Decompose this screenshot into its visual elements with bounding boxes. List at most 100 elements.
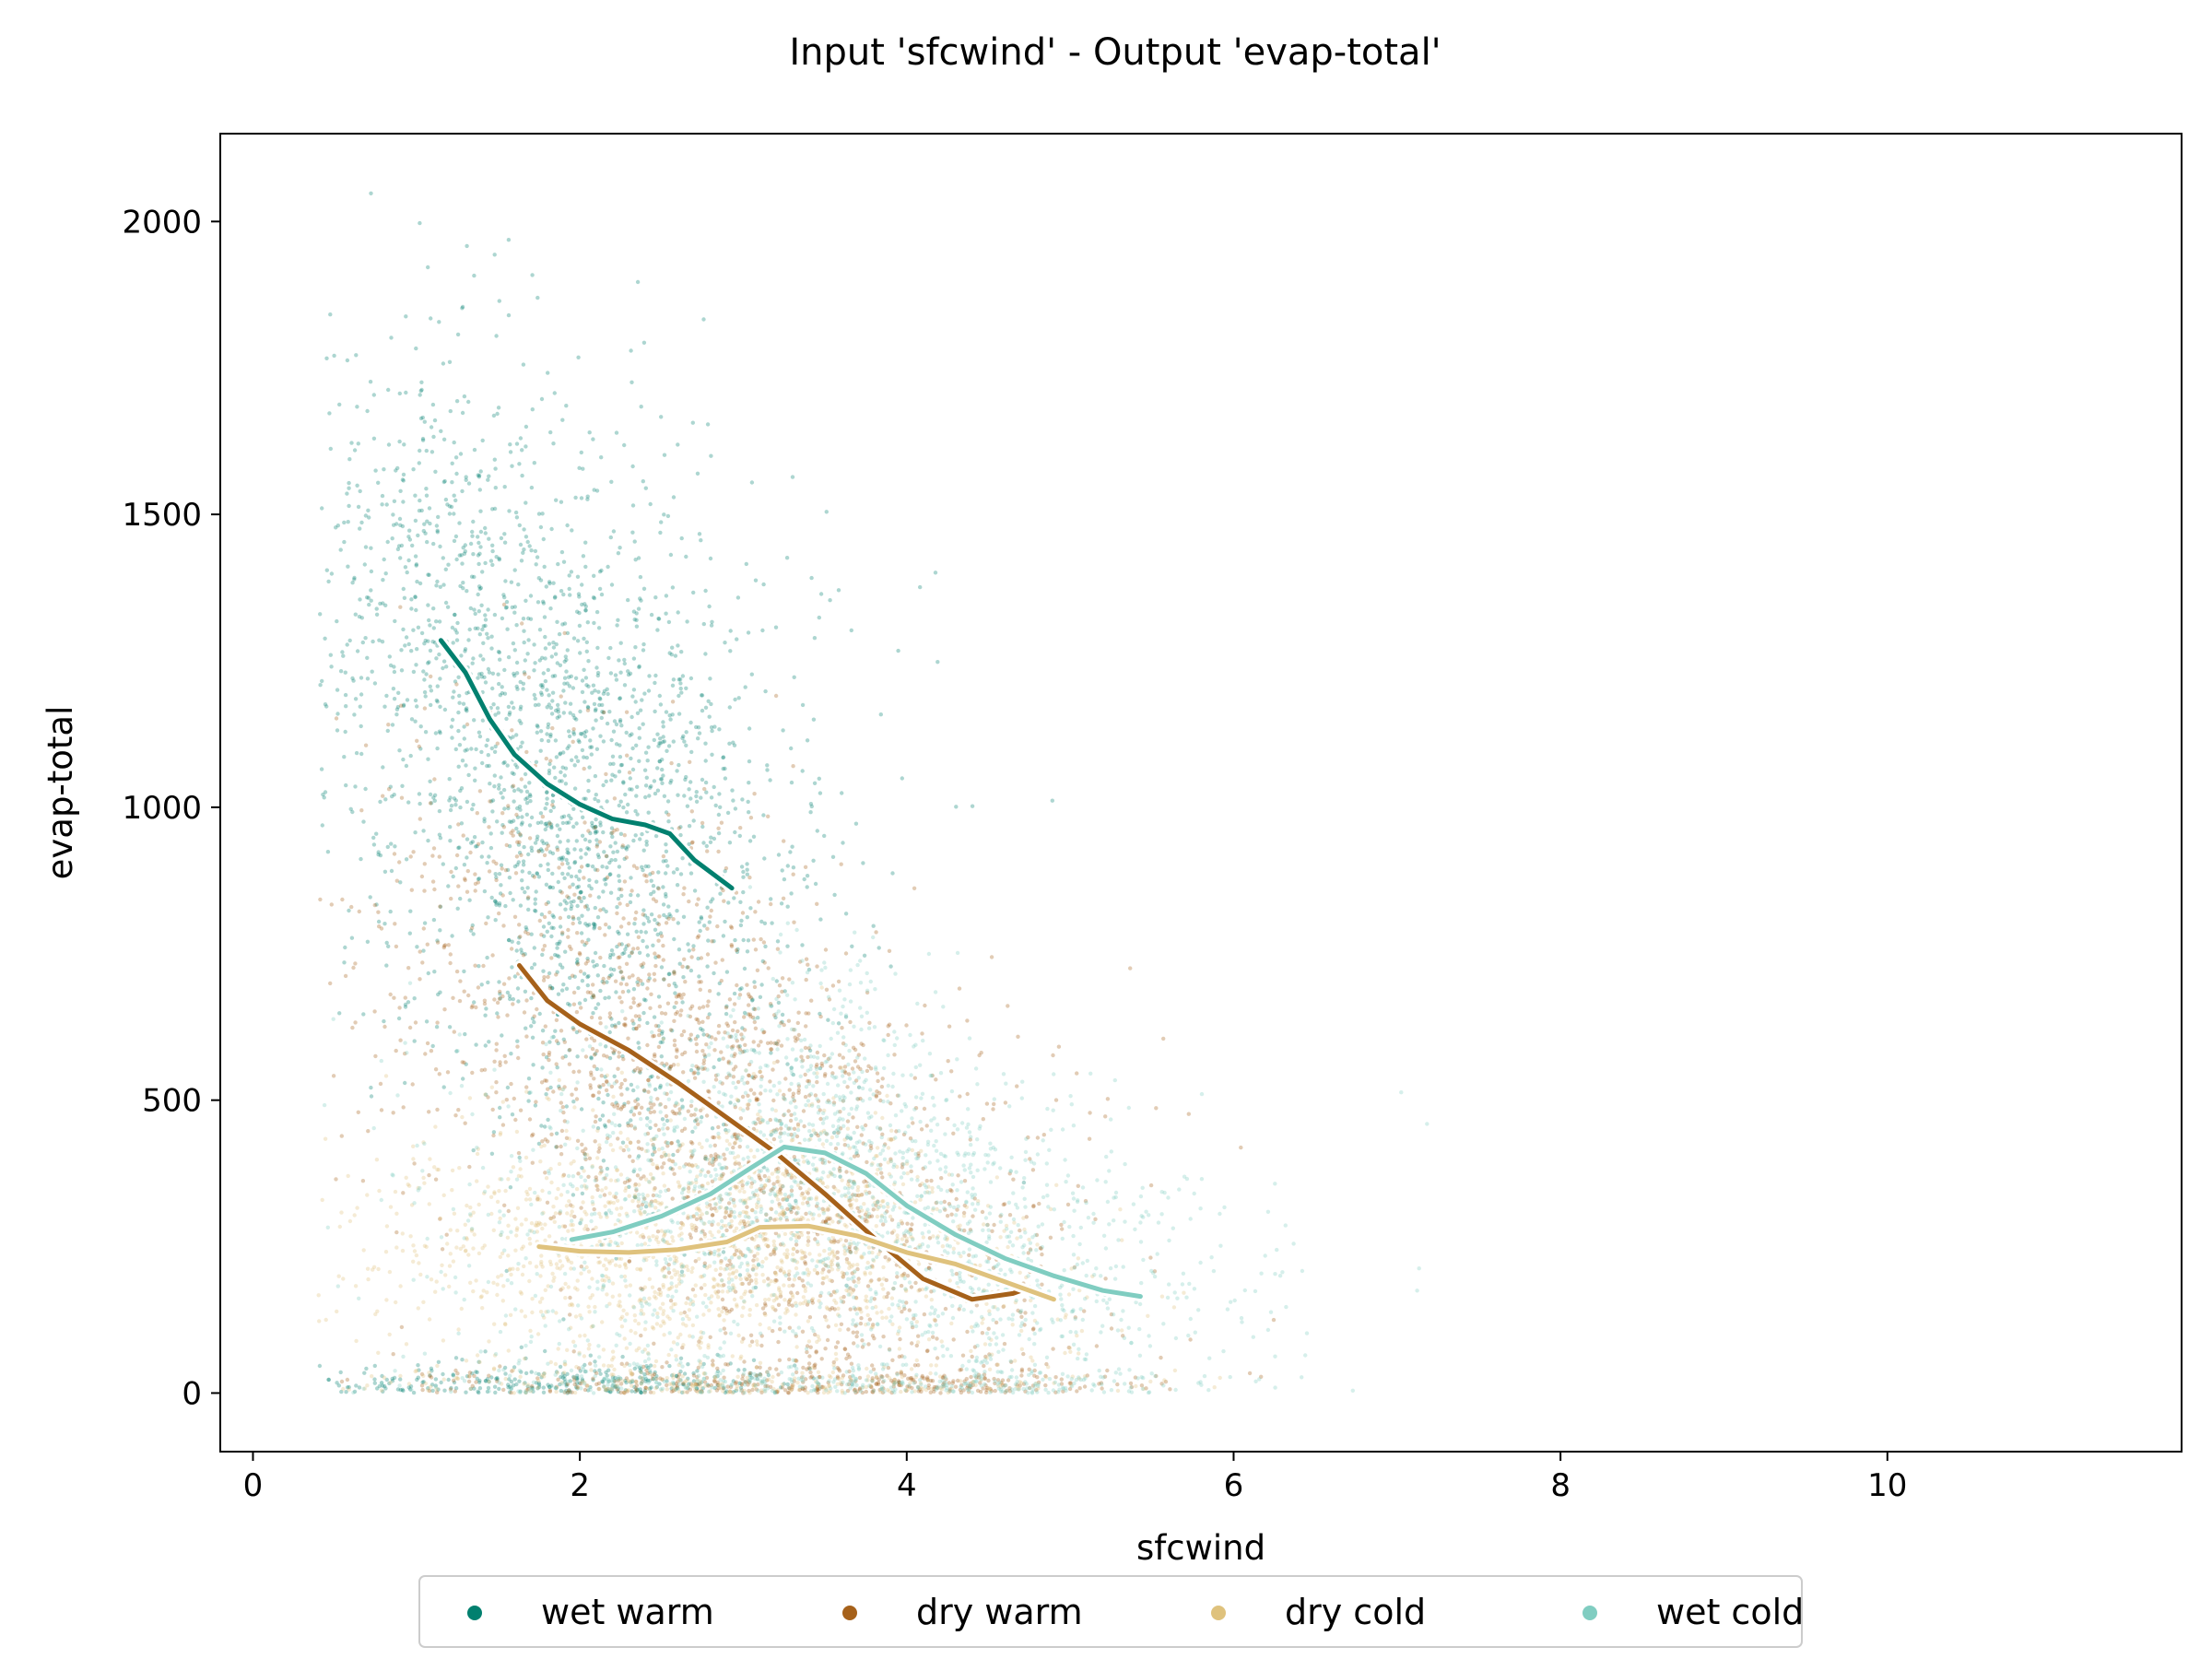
scatter-point [411,628,416,632]
scatter-point [909,1169,913,1174]
scatter-point [1016,1034,1020,1040]
scatter-point [441,1085,446,1089]
scatter-point [597,586,603,592]
scatter-point [731,1390,736,1394]
scatter-point [697,1006,702,1010]
scatter-point [684,554,688,559]
scatter-point [530,873,535,878]
scatter-point [725,1023,731,1029]
scatter-point [803,865,808,869]
scatter-point [715,1374,720,1379]
scatter-point [471,656,476,661]
scatter-point [900,776,904,781]
scatter-point [571,636,577,641]
scatter-point [496,406,501,410]
scatter-point [717,981,722,986]
scatter-point [580,582,584,587]
scatter-point [729,1307,735,1312]
scatter-point [762,1173,767,1179]
scatter-point [466,772,471,778]
scatter-point [611,529,617,534]
scatter-point [688,759,692,764]
scatter-point [453,498,458,503]
scatter-point [679,1098,685,1102]
scatter-point [441,361,446,366]
scatter-point [548,759,553,763]
scatter-point [700,1019,705,1025]
scatter-point [761,940,767,945]
scatter-point [657,1004,663,1009]
scatter-point [454,399,460,404]
scatter-point [593,950,598,956]
scatter-point [478,585,484,591]
scatter-point [417,744,421,749]
scatter-point [776,1302,782,1308]
scatter-point [476,676,480,680]
scatter-point [503,1371,508,1376]
scatter-point [369,569,374,574]
scatter-point [381,794,385,798]
scatter-point [856,1085,862,1089]
scatter-point [634,1026,639,1031]
scatter-point [1007,1213,1013,1218]
scatter-point [532,668,536,673]
scatter-point [626,802,630,807]
scatter-point [694,1041,699,1047]
scatter-point [809,575,814,581]
scatter-point [787,1277,792,1282]
scatter-point [357,1385,362,1390]
scatter-point [716,992,721,996]
scatter-point [568,593,572,597]
scatter-point [619,942,624,947]
scatter-point [796,1032,801,1038]
scatter-point [808,802,814,806]
scatter-point [464,475,468,479]
scatter-point [700,1386,705,1391]
scatter-point [324,704,329,709]
scatter-point [656,617,662,621]
scatter-point [428,792,433,797]
scatter-point [559,770,563,774]
scatter-point [618,696,623,700]
scatter-point [422,522,427,526]
scatter-point [697,1020,701,1025]
scatter-point [661,943,665,948]
scatter-point [514,765,520,770]
scatter-point [648,1075,653,1079]
scatter-point [600,710,605,714]
scatter-point [533,1103,538,1108]
scatter-point [504,605,509,610]
scatter-point [450,461,454,465]
scatter-point [346,520,350,524]
scatter-point [596,1084,602,1088]
scatter-point [520,621,524,626]
scatter-point [357,614,362,619]
scatter-point [634,624,640,629]
scatter-point [721,1250,726,1254]
scatter-point [650,1074,654,1079]
scatter-point [611,850,616,854]
scatter-point [664,1152,668,1158]
scatter-point [544,901,548,907]
scatter-point [532,642,536,647]
scatter-point [524,749,529,755]
scatter-point [462,863,467,867]
scatter-point [595,1002,601,1006]
scatter-point [664,849,669,853]
scatter-point [569,674,573,678]
scatter-point [422,921,428,925]
scatter-point [580,689,585,695]
scatter-point [544,1055,549,1060]
scatter-point [392,669,397,675]
scatter-point [514,441,520,446]
scatter-point [394,1048,398,1053]
scatter-point [582,755,586,759]
scatter-point [500,795,505,800]
scatter-point [323,702,328,707]
scatter-point [686,965,690,970]
scatter-point [665,1062,669,1066]
scatter-point [630,464,635,469]
scatter-point [805,874,810,878]
scatter-point [430,853,435,858]
scatter-point [622,661,627,666]
